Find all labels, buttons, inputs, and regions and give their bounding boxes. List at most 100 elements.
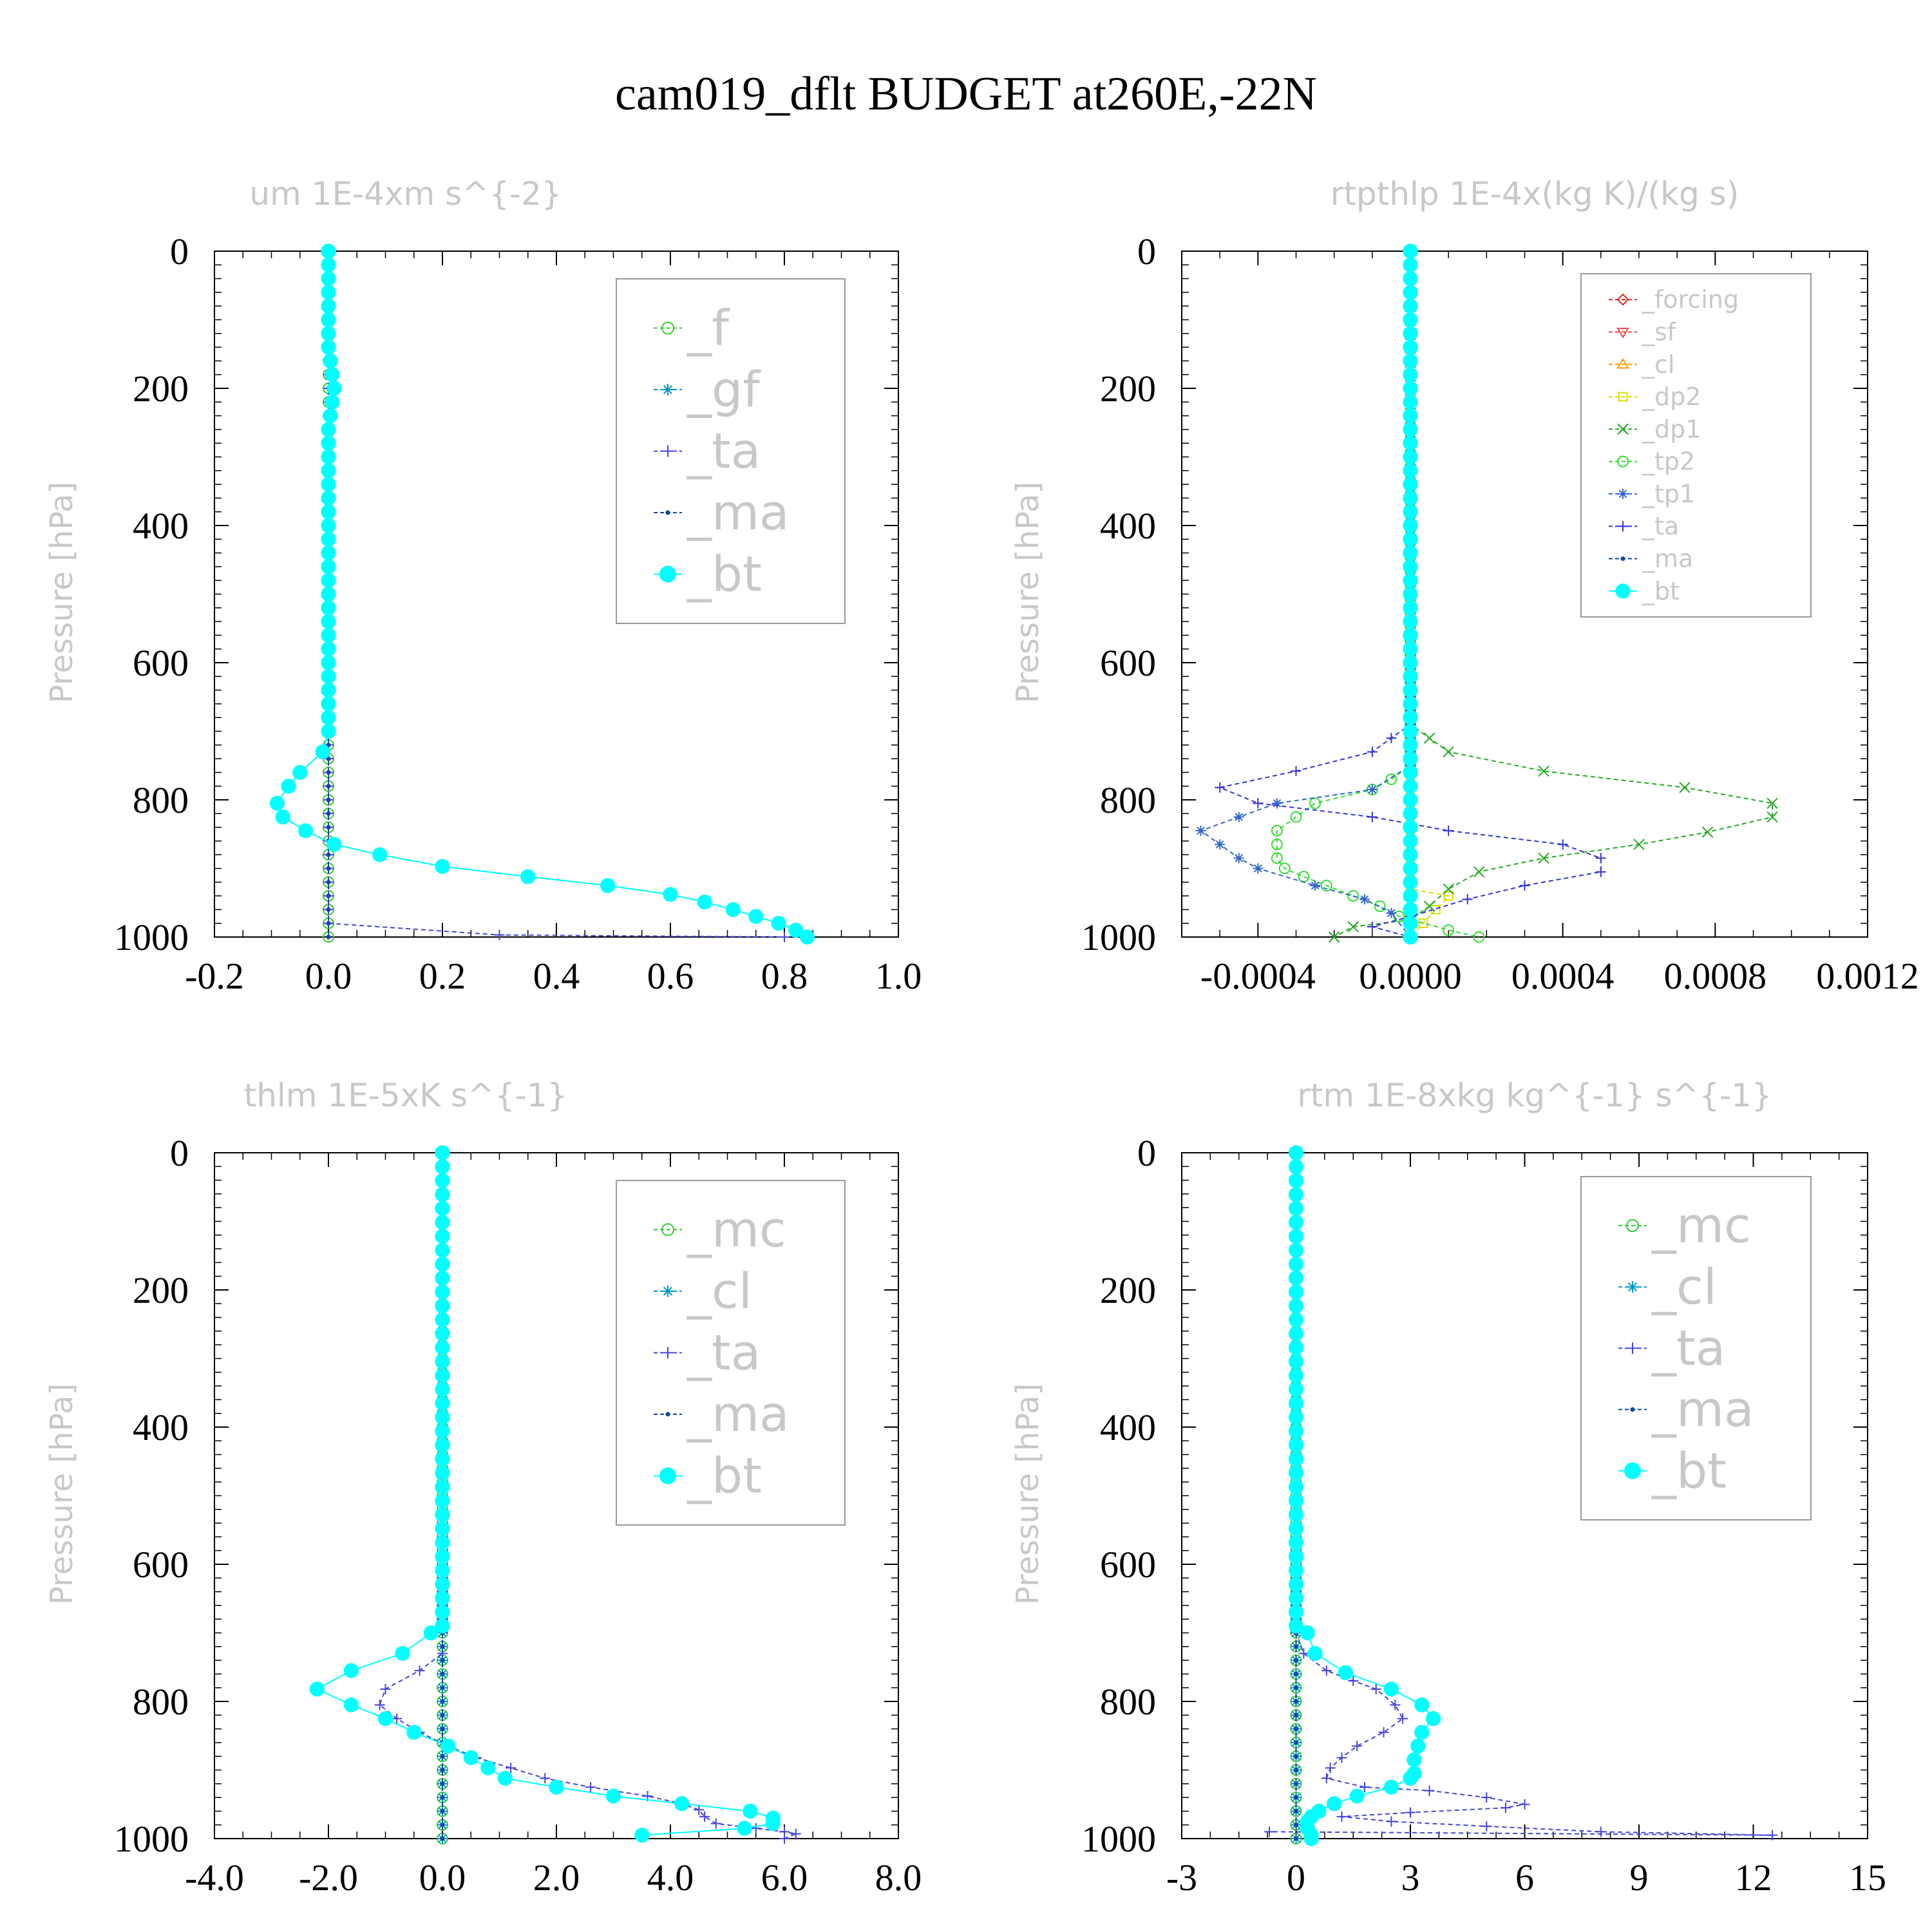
series-bt (1403, 243, 1418, 945)
marker-star (1271, 798, 1282, 809)
marker-dot (1403, 285, 1418, 300)
legend-label: _bt (687, 545, 762, 603)
marker-plus (1519, 880, 1530, 891)
x-tick-label: 0.0008 (1664, 955, 1767, 997)
x-tick-label: 4.0 (647, 1857, 694, 1899)
marker-dot (292, 764, 308, 780)
marker-dot (321, 449, 336, 465)
marker-point (1294, 1712, 1298, 1718)
marker-plus (1462, 894, 1473, 905)
marker-dot (1403, 531, 1418, 547)
marker-dot (435, 1577, 450, 1592)
marker-dot (435, 1270, 450, 1286)
marker-dot (1288, 1284, 1304, 1300)
legend: _f_gf_ta_ma_bt (616, 278, 846, 624)
marker-dot (1383, 1779, 1399, 1795)
marker-circle (1374, 900, 1386, 913)
y-tick-label: 800 (1100, 1681, 1156, 1723)
marker-point (440, 1685, 445, 1690)
marker-star (1359, 894, 1370, 905)
marker-dot (435, 1326, 450, 1341)
marker-dot (321, 627, 336, 643)
x-tick-label: -0.0004 (1200, 955, 1316, 997)
x-tick-label: 2.0 (533, 1857, 580, 1899)
y-tick-label: 800 (133, 1681, 189, 1723)
marker-circle (1271, 838, 1283, 851)
marker-point (440, 1754, 445, 1759)
y-tick-label: 200 (133, 1269, 189, 1311)
marker-dot (1288, 1229, 1304, 1244)
panel-um: um 1E-4xm s^{-2} Pressure [hPa] 0 200 400 6… (44, 175, 922, 997)
marker-plus (1500, 1803, 1511, 1814)
legend: _mc_cl_ta_ma_bt (1580, 1176, 1812, 1520)
legend-label: _cl (1651, 1258, 1717, 1315)
marker-dot (1403, 627, 1418, 643)
marker-dot (1288, 1507, 1304, 1522)
marker-dot (321, 710, 336, 725)
marker-dot (435, 1298, 450, 1314)
marker-dot (1403, 381, 1418, 396)
marker-dot (1383, 1681, 1399, 1697)
marker-dot (325, 394, 340, 410)
y-tick-label: 600 (1100, 1544, 1156, 1586)
marker-dot (1403, 916, 1418, 931)
x-tick-label: 0.0 (419, 1857, 466, 1899)
legend-label: _cl (687, 1262, 752, 1320)
marker-dot (435, 1423, 450, 1439)
marker-point (440, 1671, 445, 1676)
marker-plus (374, 1700, 385, 1710)
legend-label: _dp1 (1642, 415, 1701, 443)
marker-x (1347, 921, 1359, 933)
y-tick-label: 200 (1100, 368, 1156, 410)
marker-plus (1390, 1700, 1401, 1710)
marker-dot (520, 869, 536, 884)
marker-dot (321, 573, 336, 588)
marker-dot (321, 655, 336, 670)
marker-plus (1367, 746, 1378, 757)
legend-label: _f (687, 299, 730, 356)
marker-dot (321, 586, 336, 602)
marker-dot (1403, 683, 1418, 698)
legend-label: _mc (687, 1200, 786, 1258)
series-bt (309, 1145, 781, 1843)
marker-dot (1403, 710, 1418, 725)
marker-dot (1288, 1520, 1304, 1537)
marker-circle (1278, 862, 1291, 875)
y-tick-label: 400 (1100, 1406, 1156, 1448)
marker-dot (497, 1770, 513, 1786)
marker-point (326, 825, 331, 830)
marker-point (326, 770, 331, 775)
marker-dot (1288, 1479, 1304, 1495)
marker-dot (600, 878, 616, 893)
marker-dot (1288, 1242, 1304, 1258)
marker-dot (1403, 614, 1418, 629)
marker-dot (275, 810, 290, 825)
marker-point (665, 1412, 670, 1417)
x-tick-label: 3 (1401, 1857, 1420, 1899)
marker-point (326, 797, 331, 802)
marker-plus (1291, 766, 1302, 777)
marker-dot (1303, 1831, 1319, 1846)
marker-dot (1300, 1625, 1315, 1641)
marker-star (1233, 811, 1244, 822)
marker-plus (1386, 1816, 1397, 1827)
marker-point (1294, 1768, 1298, 1772)
marker-dot (321, 339, 336, 355)
marker-point (440, 1795, 445, 1800)
marker-dot (435, 1215, 450, 1230)
x-tick-label: -3 (1166, 1857, 1197, 1899)
marker-point (1294, 1836, 1298, 1841)
marker-dot (435, 1410, 450, 1425)
marker-circle (1617, 455, 1629, 468)
marker-dot (1403, 312, 1418, 328)
marker-point (440, 1781, 445, 1786)
y-tick-label: 600 (133, 642, 189, 684)
marker-star (1386, 907, 1397, 918)
legend: _mc_cl_ta_ma_bt (616, 1180, 846, 1526)
y-tick-label: 1000 (1081, 1818, 1156, 1860)
marker-plus (1321, 1773, 1332, 1784)
marker-point (1294, 1727, 1298, 1732)
marker-dot (321, 518, 336, 533)
marker-point (1630, 1407, 1635, 1412)
marker-point (440, 1658, 445, 1663)
